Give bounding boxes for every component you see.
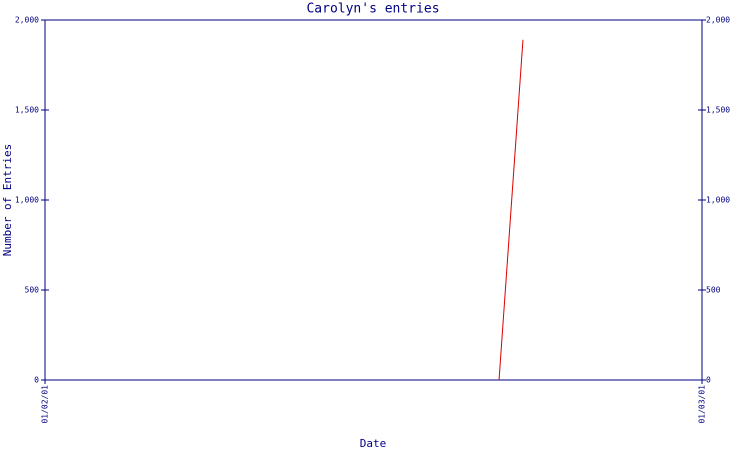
y-tick-label: 1,000 <box>15 196 39 205</box>
data-line <box>498 39 524 381</box>
y2-tick-label: 1,500 <box>706 106 730 115</box>
y2-tick-label: 1,000 <box>706 196 730 205</box>
y2-tick-label: 500 <box>706 286 721 295</box>
x-tick-label: 01/03/01 <box>698 385 707 424</box>
y2-tick-label: 0 <box>706 376 711 385</box>
plot-frame <box>44 19 703 381</box>
y-tick-label: 0 <box>34 376 39 385</box>
y-tick-label: 500 <box>25 286 40 295</box>
chart-title: Carolyn's entries <box>306 2 439 17</box>
y-tick-label: 1,500 <box>15 106 39 115</box>
x-axis-title: Date <box>360 437 387 450</box>
y-axis-title: Number of Entries <box>1 144 14 257</box>
x-tick-label: 01/02/01 <box>41 385 50 424</box>
y2-tick-label: 2,000 <box>706 16 730 25</box>
y-tick-label: 2,000 <box>15 16 39 25</box>
